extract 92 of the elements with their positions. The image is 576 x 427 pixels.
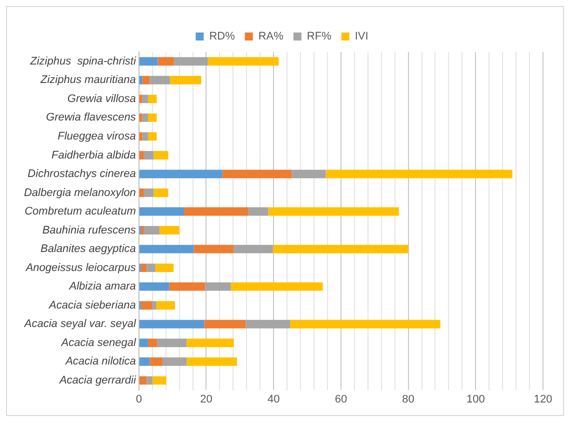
bar <box>139 320 204 328</box>
x-tick-label: 60 <box>334 393 348 406</box>
y-tick-label: Acacia sieberiana <box>48 299 136 312</box>
bar <box>248 207 268 216</box>
y-tick-label: Dichrostachys cinerea <box>28 168 136 180</box>
x-tick-label: 40 <box>267 393 280 406</box>
bar <box>154 150 168 160</box>
bar <box>290 320 440 328</box>
bar <box>154 188 168 197</box>
bar <box>139 150 144 160</box>
x-tick-label: 80 <box>402 393 414 406</box>
y-tick-label: Acacia seyal var. seyal <box>23 318 136 330</box>
x-tick-label: 20 <box>200 393 212 406</box>
bar <box>148 132 157 141</box>
bar <box>152 301 156 310</box>
bar <box>148 94 157 104</box>
bar <box>142 94 148 104</box>
bar <box>162 357 187 366</box>
legend-label: IVI <box>354 30 368 43</box>
bar <box>234 244 273 254</box>
y-tick-label: Albizia amara <box>68 280 136 293</box>
y-tick-label: Acacia senegal <box>60 336 136 349</box>
bar <box>157 338 187 348</box>
bar <box>152 376 166 385</box>
legend-label: RD% <box>209 30 236 43</box>
bar <box>204 320 246 328</box>
x-tick-label: 120 <box>534 393 552 406</box>
bar <box>174 57 208 66</box>
bar <box>140 301 152 310</box>
bar <box>186 338 234 348</box>
bar <box>142 132 148 141</box>
bar <box>139 57 158 66</box>
legend-label: RA% <box>258 30 284 43</box>
bar <box>139 357 150 366</box>
bar <box>246 320 290 328</box>
y-tick-label: Acacia gerrardii <box>58 374 136 386</box>
bar <box>155 264 174 272</box>
y-tick-label: Dalbergia melanoxylon <box>24 186 136 199</box>
bar <box>139 94 142 104</box>
bar <box>139 207 184 216</box>
bar <box>139 338 148 348</box>
y-tick-label: Faidherbia albida <box>52 149 136 162</box>
bar <box>208 57 279 66</box>
bar <box>156 301 175 310</box>
y-tick-label: Ziziphus spina-christi <box>29 55 136 68</box>
bar <box>139 132 142 141</box>
bar <box>268 207 399 216</box>
y-tick-label: Flueggea virosa <box>58 130 136 143</box>
bar <box>146 264 156 272</box>
bar <box>140 226 144 235</box>
bar <box>144 188 154 197</box>
bar <box>170 76 202 84</box>
bar <box>148 338 158 348</box>
bar <box>142 113 148 122</box>
bar <box>230 282 323 291</box>
y-tick-label: Bauhinia rufescens <box>42 224 136 236</box>
y-tick-label: Combretum aculeatum <box>24 206 136 218</box>
bar <box>272 244 408 254</box>
y-tick-label: Anogeissus leiocarpus <box>24 262 136 274</box>
bar <box>146 376 152 385</box>
bar <box>184 207 248 216</box>
bar <box>159 226 180 235</box>
bar <box>194 244 234 254</box>
bar <box>222 170 292 178</box>
bar <box>169 282 206 291</box>
y-tick-label: Acacia nilotica <box>64 356 136 368</box>
bar <box>140 264 147 272</box>
bar <box>144 150 154 160</box>
bar <box>158 57 174 66</box>
y-tick-label: Ziziphus mauritiana <box>40 74 136 86</box>
legend-label: RF% <box>306 30 332 43</box>
bar <box>150 357 162 366</box>
bar <box>148 113 157 122</box>
bar <box>205 282 231 291</box>
y-tick-label: Grewia villosa <box>67 92 136 105</box>
bar <box>142 76 150 84</box>
y-tick-label: Grewia flavescens <box>46 112 136 124</box>
bar <box>139 113 142 122</box>
bar <box>186 357 237 366</box>
bar <box>139 376 147 385</box>
bar <box>139 76 142 84</box>
bar <box>139 282 170 291</box>
bar <box>139 170 222 178</box>
bar <box>326 170 512 178</box>
bar <box>139 244 194 254</box>
x-tick-label: 100 <box>466 393 485 406</box>
bar <box>139 188 144 197</box>
bar <box>292 170 326 178</box>
x-tick-label: 0 <box>136 393 142 406</box>
bar <box>150 76 170 84</box>
y-tick-label: Balanites aegyptica <box>40 243 136 256</box>
bar <box>144 226 160 235</box>
